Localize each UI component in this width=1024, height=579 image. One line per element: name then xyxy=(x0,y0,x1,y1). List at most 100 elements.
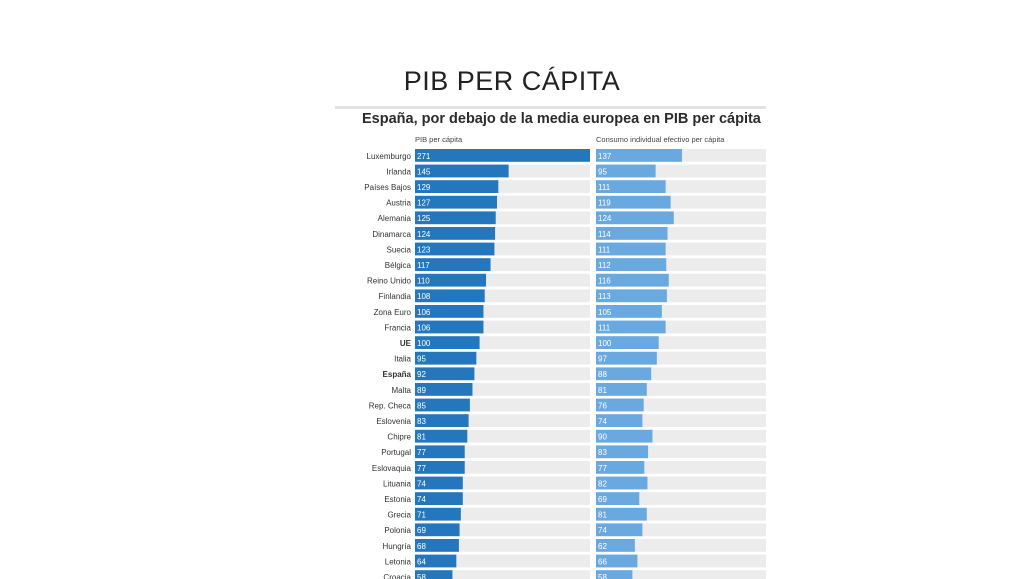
data-label: 81 xyxy=(598,386,607,395)
data-label: 145 xyxy=(417,167,431,176)
bar-consumo xyxy=(596,351,657,365)
bar-consumo xyxy=(596,336,659,349)
data-label: 106 xyxy=(417,323,431,332)
slide-title: PIB PER CÁPITA xyxy=(403,66,621,96)
bar-consumo xyxy=(596,445,649,459)
category-label: Austria xyxy=(386,199,411,208)
bar-consumo xyxy=(596,367,652,381)
category-label: Hungría xyxy=(383,542,412,551)
data-label: 106 xyxy=(417,308,431,317)
bar-consumo xyxy=(596,570,633,579)
bar-consumo xyxy=(596,289,667,303)
data-label: 64 xyxy=(417,557,426,566)
bar-pib xyxy=(415,523,460,537)
data-label: 89 xyxy=(417,386,426,395)
series-label-consumo: Consumo individual efectivo per cápita xyxy=(596,135,725,144)
data-label: 77 xyxy=(417,464,426,473)
bar-consumo xyxy=(596,539,635,552)
bar-consumo xyxy=(596,305,662,318)
data-label: 81 xyxy=(598,511,607,520)
category-label: Luxemburgo xyxy=(367,152,412,161)
data-label: 112 xyxy=(598,261,611,270)
category-label: Países Bajos xyxy=(364,183,411,192)
category-label: Finlandia xyxy=(379,292,412,301)
bar-pib xyxy=(415,195,498,209)
category-label: Zona Euro xyxy=(374,308,412,317)
bar-consumo xyxy=(596,149,682,162)
category-label: Grecia xyxy=(387,511,411,520)
bar-pib xyxy=(415,336,480,349)
data-label: 58 xyxy=(598,573,607,579)
data-label: 127 xyxy=(417,199,431,208)
chart-title: España, por debajo de la media europea e… xyxy=(362,111,761,127)
data-label: 105 xyxy=(598,308,612,317)
bar-track xyxy=(596,570,766,579)
bar-pib xyxy=(415,445,465,459)
category-label: Malta xyxy=(391,386,411,395)
bar-pib xyxy=(415,367,475,381)
series-label-pib: PIB per cápita xyxy=(415,135,463,144)
category-label: UE xyxy=(400,339,412,348)
category-label: Portugal xyxy=(381,448,411,457)
bar-consumo xyxy=(596,414,643,427)
category-label: Rep. Checa xyxy=(369,401,412,410)
data-label: 114 xyxy=(598,230,611,239)
bar-consumo xyxy=(596,180,666,193)
bar-consumo xyxy=(596,507,647,521)
bar-pib xyxy=(415,351,477,365)
bar-track xyxy=(415,570,590,579)
data-label: 92 xyxy=(417,370,426,379)
data-label: 111 xyxy=(598,323,611,332)
bar-pib xyxy=(415,476,463,490)
data-label: 82 xyxy=(598,479,607,488)
bar-pib xyxy=(415,554,457,568)
data-label: 71 xyxy=(417,511,426,520)
data-label: 74 xyxy=(598,417,607,426)
bar-track xyxy=(415,554,590,568)
category-label: Dinamarca xyxy=(372,230,411,239)
bar-consumo xyxy=(596,211,674,225)
data-label: 69 xyxy=(598,495,607,504)
data-label: 83 xyxy=(598,448,607,457)
data-label: 74 xyxy=(417,479,426,488)
bar-consumo xyxy=(596,398,644,412)
data-label: 90 xyxy=(598,433,607,442)
data-label: 113 xyxy=(598,292,611,301)
bar-consumo xyxy=(596,554,638,568)
data-label: 77 xyxy=(417,448,426,457)
category-label: Croacia xyxy=(383,573,411,579)
bar-track xyxy=(596,539,766,552)
data-label: 111 xyxy=(598,183,611,192)
category-label: Italia xyxy=(394,355,411,364)
category-label: Irlanda xyxy=(387,167,412,176)
data-label: 77 xyxy=(598,464,607,473)
bar-pib xyxy=(415,211,496,225)
bar-consumo xyxy=(596,258,667,271)
data-label: 271 xyxy=(417,152,431,161)
data-label: 95 xyxy=(598,167,607,176)
data-label: 66 xyxy=(598,557,607,566)
category-label: Eslovenia xyxy=(376,417,411,426)
data-label: 117 xyxy=(417,261,430,270)
category-label: Chipre xyxy=(387,433,411,442)
bar-pib xyxy=(415,461,465,474)
data-label: 110 xyxy=(417,277,430,286)
category-label: Suecia xyxy=(387,245,412,254)
bar-consumo xyxy=(596,320,666,334)
category-label: Francia xyxy=(384,323,411,332)
data-label: 76 xyxy=(598,401,607,410)
category-label: Lituania xyxy=(383,479,412,488)
bar-consumo xyxy=(596,429,653,443)
bar-pib xyxy=(415,414,469,427)
category-label: Estonia xyxy=(384,495,411,504)
data-label: 124 xyxy=(417,230,431,239)
data-label: 116 xyxy=(598,277,611,286)
bar-pib xyxy=(415,398,470,412)
category-label: Polonia xyxy=(384,526,411,535)
data-label: 62 xyxy=(598,542,607,551)
bar-pib xyxy=(415,429,468,443)
data-label: 68 xyxy=(417,542,426,551)
data-label: 95 xyxy=(417,355,426,364)
bar-pib xyxy=(415,242,495,256)
data-label: 69 xyxy=(417,526,426,535)
